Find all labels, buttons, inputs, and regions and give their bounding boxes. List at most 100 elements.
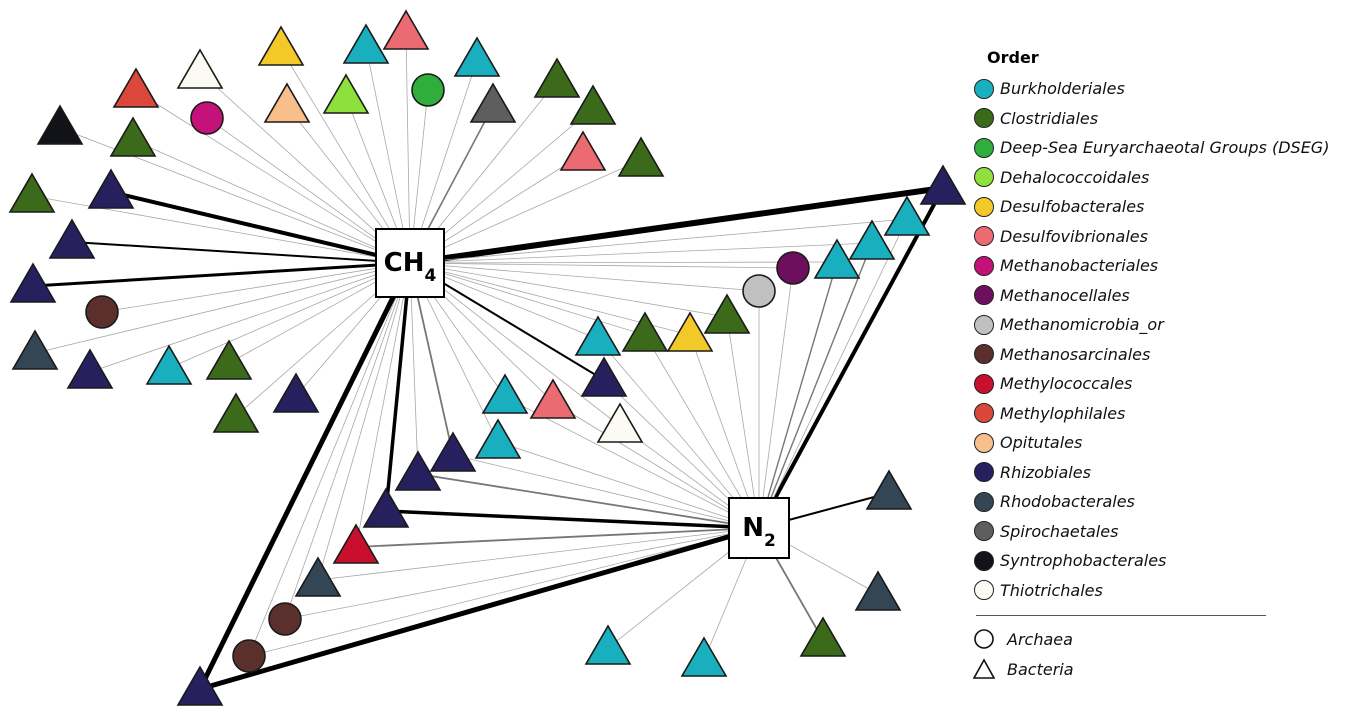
edge-ch4 — [101, 262, 411, 313]
node-burk-bacteria — [481, 373, 529, 414]
legend-item-clos: Clostridiales — [970, 104, 1340, 134]
edge-ch4 — [409, 262, 794, 269]
legend-label-mcoc: Methylococcales — [1000, 374, 1133, 394]
legend-label-clos: Clostridiales — [1000, 108, 1099, 128]
edge-ch4 — [409, 185, 944, 266]
legend-item-mmic: Methanomicrobia_or — [970, 310, 1340, 340]
hub-node-ch4: CH4 — [375, 228, 445, 298]
node-msar-archaea — [268, 602, 302, 636]
legend-swatch-rhod — [974, 491, 994, 512]
node-thio-bacteria — [176, 48, 224, 89]
edge-n2 — [355, 527, 760, 548]
legend-swatch-mphi — [974, 403, 994, 424]
node-rhiz-bacteria — [394, 450, 442, 491]
edge-n2 — [248, 527, 760, 657]
legend-item-deha: Dehalococcoidales — [970, 163, 1340, 193]
legend: Order Burkholderiales Clostridiales Deep-S… — [970, 44, 1340, 684]
node-rhiz-bacteria — [9, 262, 57, 303]
legend-item-mphi: Methylophilales — [970, 399, 1340, 429]
hub-node-n2: N2 — [728, 497, 790, 559]
legend-item-mcoc: Methylococcales — [970, 369, 1340, 399]
legend-label-mbac: Methanobacteriales — [1000, 256, 1159, 276]
legend-label-thio: Thiotrichales — [1000, 580, 1103, 600]
node-clos-bacteria — [621, 311, 669, 352]
edge-ch4 — [409, 262, 760, 292]
edge-n2 — [552, 401, 760, 529]
node-clos-bacteria — [617, 136, 665, 177]
edge-ch4 — [317, 262, 411, 581]
node-desv-bacteria — [382, 9, 430, 50]
node-desv-bacteria — [559, 130, 607, 171]
node-rhiz-bacteria — [87, 168, 135, 209]
legend-item-burk: Burkholderiales — [970, 74, 1340, 104]
legend-swatch-desv — [974, 226, 994, 247]
legend-item-desv: Desulfovibrionales — [970, 222, 1340, 252]
edge-ch4 — [409, 261, 838, 264]
edge-ch4 — [405, 32, 411, 264]
edge-n2 — [644, 334, 760, 529]
circle-icon — [974, 629, 994, 649]
legend-item-mbac: Methanobacteriales — [970, 251, 1340, 281]
legend-swatch-mcel — [974, 285, 994, 306]
legend-title: Order — [987, 48, 1039, 67]
legend-swatch-mcoc — [974, 373, 994, 394]
node-deha-bacteria — [322, 73, 370, 114]
node-msar-archaea — [232, 639, 266, 673]
legend-item-archaea: Archaea — [970, 624, 1340, 654]
edge-ch4 — [409, 262, 419, 475]
legend-label-synt: Syntrophobacterales — [1000, 551, 1167, 571]
edge-n2 — [597, 338, 760, 529]
legend-swatch-mbac — [974, 255, 994, 276]
edge-n2 — [689, 334, 760, 529]
node-rhiz-bacteria — [66, 348, 114, 389]
legend-item-dseg: Deep-Sea Euryarchaeotal Groups (DSEG) — [970, 133, 1340, 163]
legend-item-thio: Thiotrichales — [970, 576, 1340, 606]
node-rhiz-bacteria — [580, 356, 628, 397]
node-clos-bacteria — [212, 392, 260, 433]
node-rhiz-bacteria — [429, 431, 477, 472]
node-rhiz-bacteria — [48, 218, 96, 259]
node-mbac-archaea — [190, 101, 224, 135]
node-rhiz-bacteria — [176, 665, 224, 706]
node-rhiz-bacteria — [919, 164, 967, 205]
legend-label-bacteria: Bacteria — [1007, 659, 1074, 679]
legend-swatch-msar — [974, 344, 994, 365]
legend-item-rhod: Rhodobacterales — [970, 487, 1340, 517]
legend-label-burk: Burkholderiales — [1000, 79, 1125, 99]
legend-label-mcel: Methanocellales — [1000, 285, 1130, 305]
edge-ch4 — [168, 262, 411, 369]
node-layer — [8, 9, 967, 706]
node-thio-bacteria — [596, 402, 644, 443]
edge-ch4 — [365, 46, 411, 264]
legend-orders: Burkholderiales Clostridiales Deep-Sea Eur… — [970, 74, 1340, 605]
node-clos-bacteria — [109, 116, 157, 157]
edge-n2 — [757, 187, 945, 529]
edge-n2 — [284, 527, 760, 620]
node-burk-bacteria — [680, 636, 728, 677]
legend-label-mmic: Methanomicrobia_or — [1000, 315, 1164, 335]
node-rhod-bacteria — [11, 329, 59, 370]
edge-n2 — [199, 525, 760, 692]
legend-swatch-synt — [974, 550, 994, 571]
node-mphi-bacteria — [112, 67, 160, 108]
node-rhod-bacteria — [865, 469, 913, 510]
edge-ch4 — [280, 48, 411, 264]
node-burk-bacteria — [453, 36, 501, 77]
legend-label-desv: Desulfovibrionales — [1000, 226, 1148, 246]
node-rhod-bacteria — [854, 570, 902, 611]
node-clos-bacteria — [205, 339, 253, 380]
legend-swatch-dseg — [974, 137, 994, 158]
legend-label-dseg: Deep-Sea Euryarchaeotal Groups (DSEG) — [1000, 138, 1330, 158]
edge-ch4 — [409, 262, 728, 318]
edge-n2 — [758, 218, 908, 529]
legend-swatch-desb — [974, 196, 994, 217]
hub-label-ch4: CH4 — [383, 248, 437, 287]
node-mmic-archaea — [742, 274, 776, 308]
edge-n2 — [497, 441, 760, 529]
legend-label-opit: Opitutales — [1000, 433, 1083, 453]
node-opit-bacteria — [263, 82, 311, 123]
legend-item-mcel: Methanocellales — [970, 281, 1340, 311]
edge-ch4 — [32, 261, 411, 288]
node-rhiz-bacteria — [362, 487, 410, 528]
edge-ch4 — [110, 190, 411, 265]
